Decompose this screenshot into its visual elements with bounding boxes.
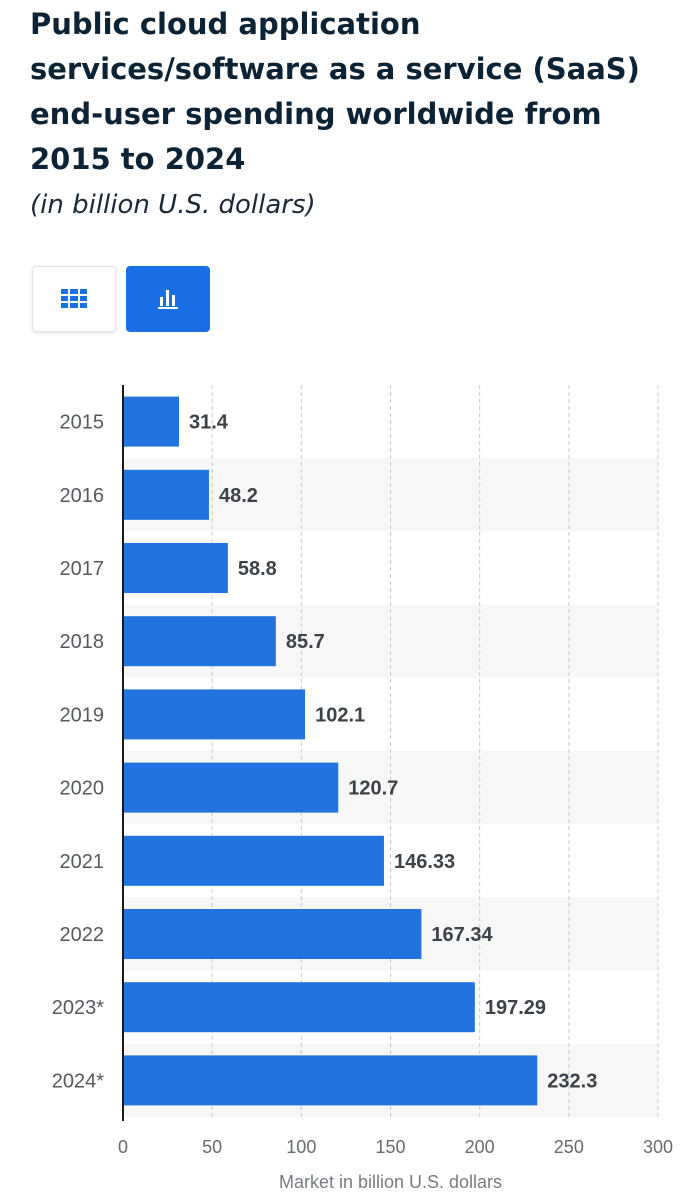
value-label: 120.7 xyxy=(348,778,398,800)
chart-subtitle: (in billion U.S. dollars) xyxy=(30,190,316,220)
table-view-button[interactable] xyxy=(32,266,116,332)
value-label: 167.34 xyxy=(431,924,493,946)
x-tick-label: 200 xyxy=(465,1137,495,1157)
category-label: 2022 xyxy=(60,924,105,946)
x-tick-label: 100 xyxy=(286,1137,316,1157)
category-label: 2024* xyxy=(52,1070,104,1092)
value-label: 102.1 xyxy=(315,704,365,726)
chart-title: Public cloud application services/softwa… xyxy=(30,7,640,176)
bar xyxy=(123,762,339,813)
category-label: 2019 xyxy=(60,704,105,726)
x-tick-label: 0 xyxy=(118,1137,128,1157)
x-tick-label: 300 xyxy=(643,1137,673,1157)
category-label: 2017 xyxy=(60,558,105,580)
bar xyxy=(123,982,475,1033)
bar xyxy=(123,469,209,520)
category-label: 2018 xyxy=(60,631,105,653)
x-tick-label: 150 xyxy=(375,1137,405,1157)
category-label: 2020 xyxy=(60,778,105,800)
bar xyxy=(123,396,179,447)
x-tick-label: 50 xyxy=(202,1137,222,1157)
category-label: 2021 xyxy=(60,851,105,873)
value-label: 232.3 xyxy=(547,1070,597,1092)
value-label: 48.2 xyxy=(219,485,258,507)
bar xyxy=(123,616,276,667)
bar xyxy=(123,1055,538,1106)
x-axis-title: Market in billion U.S. dollars xyxy=(279,1172,502,1192)
category-label: 2016 xyxy=(60,485,105,507)
bar xyxy=(123,689,306,740)
value-label: 31.4 xyxy=(189,412,229,434)
value-label: 146.33 xyxy=(394,851,455,873)
category-label: 2023* xyxy=(52,997,104,1019)
bar xyxy=(123,543,228,593)
value-label: 197.29 xyxy=(485,997,546,1019)
bar xyxy=(123,909,422,959)
grid-icon xyxy=(61,289,87,308)
bar xyxy=(123,835,384,886)
bar-chart: 31.4 2015 48.2 2016 58.8 2017 85.7 2018 102.1 201… xyxy=(52,385,673,1192)
bar-chart-icon xyxy=(158,290,178,309)
value-label: 58.8 xyxy=(238,558,277,580)
chart-view-button[interactable] xyxy=(126,266,210,332)
x-tick-label: 250 xyxy=(554,1137,584,1157)
category-label: 2015 xyxy=(60,412,105,434)
value-label: 85.7 xyxy=(286,631,325,653)
